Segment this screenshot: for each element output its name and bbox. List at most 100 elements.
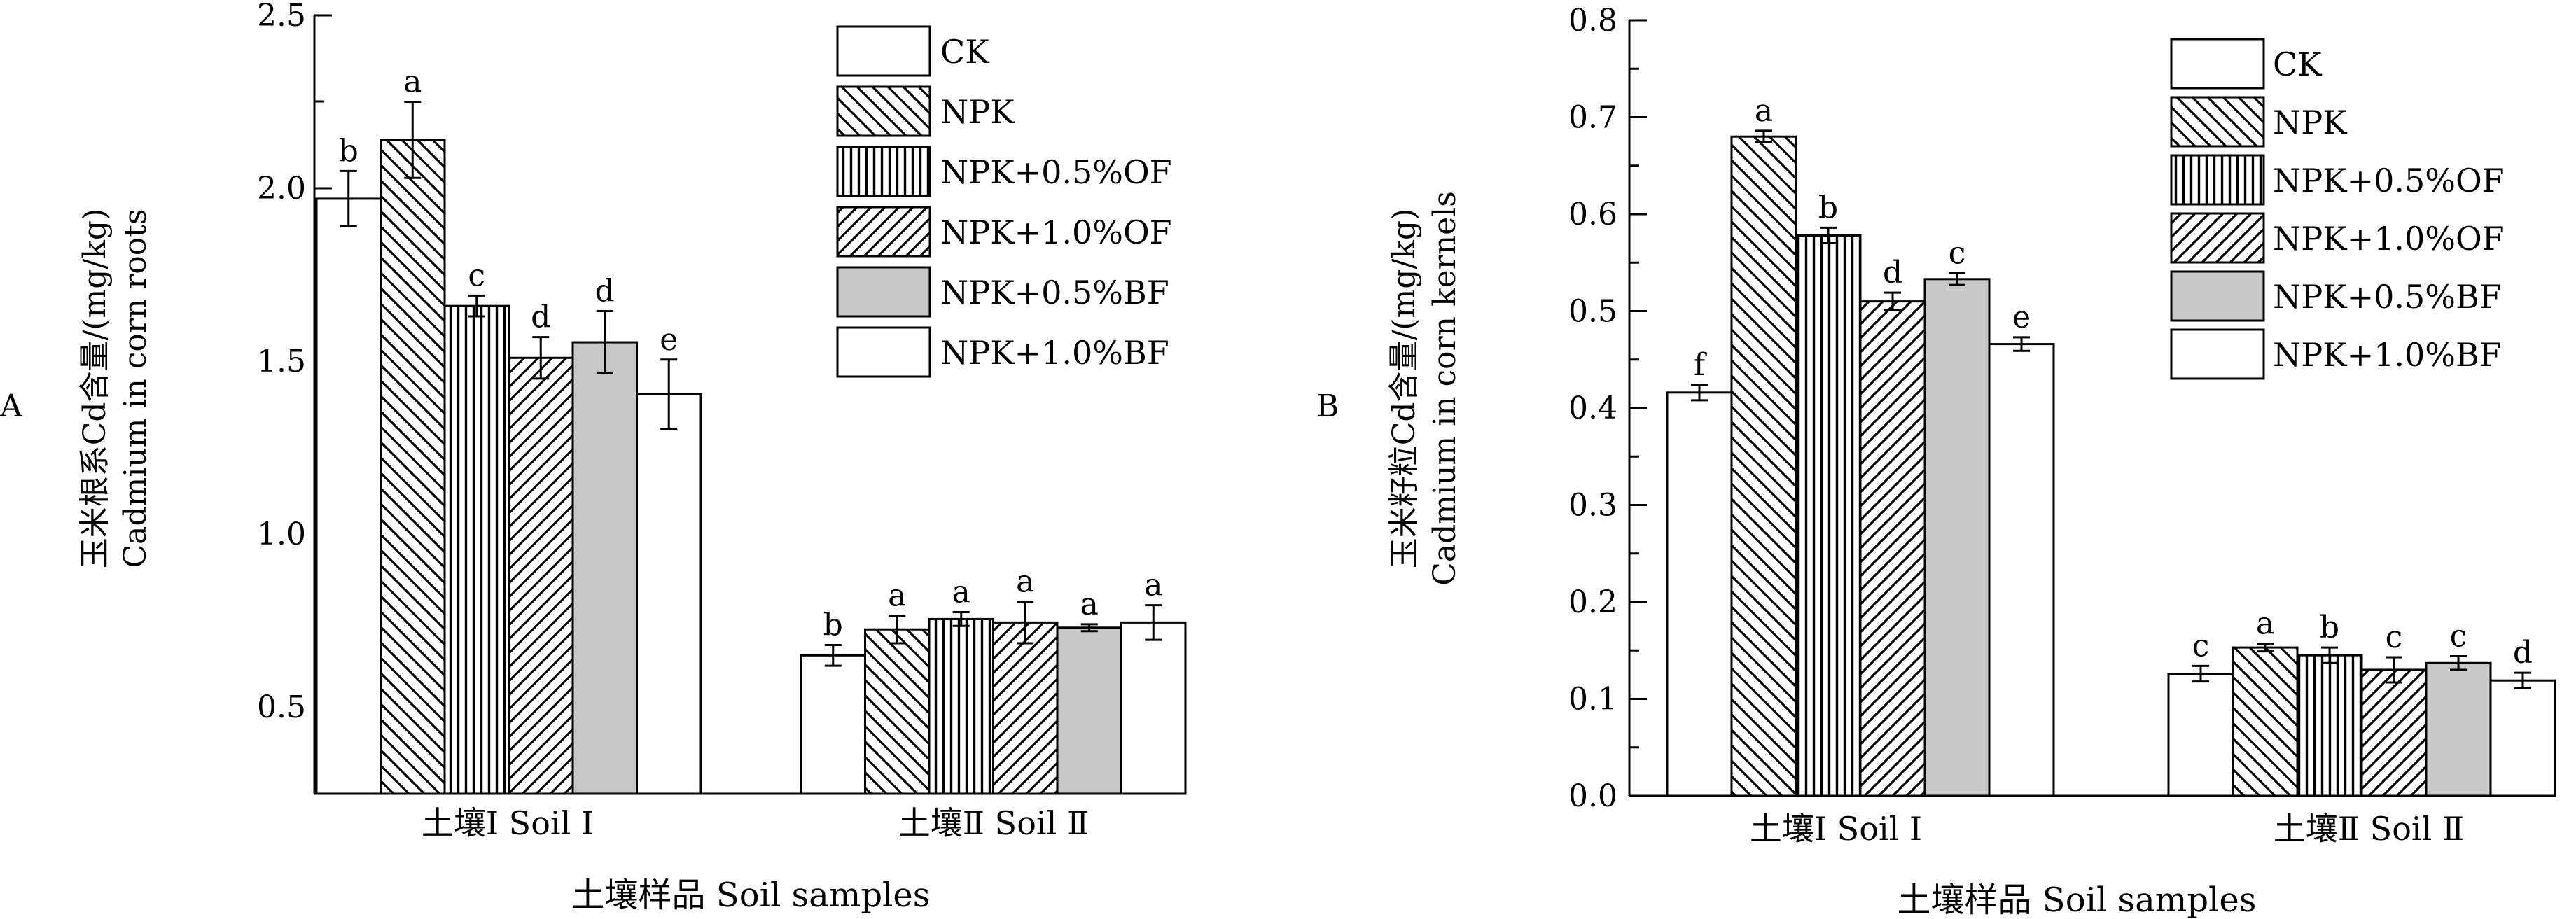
- legend-label: NPK+0.5%OF: [2273, 162, 2505, 199]
- y-tick-label: 2.5: [257, 0, 306, 34]
- legend-item: CK: [2170, 38, 2323, 90]
- significance-letter: a: [1016, 564, 1034, 600]
- bar: [1730, 135, 1797, 797]
- legend-item: NPK+0.5%OF: [836, 146, 1172, 197]
- panel-a-legend: CK NPK NPK+0.5%OF NPK+1.0%OF NPK+0.5%BF …: [836, 25, 1172, 378]
- significance-letter: a: [1080, 587, 1099, 622]
- legend-swatch: [836, 326, 931, 378]
- legend-label: NPK+1.0%OF: [2273, 220, 2505, 258]
- significance-letter: e: [660, 322, 678, 358]
- error-bar: [1017, 601, 1034, 645]
- legend-swatch: [2170, 38, 2265, 90]
- significance-letter: a: [1144, 568, 1162, 603]
- significance-letter: a: [888, 577, 906, 613]
- x-tick-label: 土壤Ⅰ Soil Ⅰ: [422, 804, 594, 842]
- bar: [1923, 278, 1991, 797]
- legend-swatch: [836, 206, 931, 258]
- y-tick-label: 1.5: [257, 344, 306, 379]
- bar: [800, 654, 866, 795]
- significance-letter: c: [1949, 235, 1966, 271]
- panel-a-plot-area: 0.5 1.0 1.5 2.0 2.5 土壤Ⅰ Soil Ⅰ 土壤Ⅱ Soil: [257, 0, 1187, 842]
- bar: [1859, 300, 1926, 797]
- y-tick-label: 0.2: [1568, 584, 1617, 620]
- error-bar: [1820, 226, 1837, 245]
- panel-a-x-ticks: 土壤Ⅰ Soil Ⅰ 土壤Ⅱ Soil Ⅱ: [422, 778, 1089, 842]
- bar: [380, 139, 446, 795]
- bar: [1056, 626, 1122, 795]
- y-tick-label: 0.4: [1568, 391, 1617, 426]
- legend-label: NPK: [940, 93, 1015, 131]
- legend-label: NPK+0.5%BF: [2273, 278, 2502, 316]
- bar: [2232, 646, 2299, 797]
- significance-letter: d: [531, 300, 550, 335]
- error-bar: [404, 101, 422, 179]
- significance-letter: d: [2513, 635, 2533, 671]
- legend-label: CK: [940, 33, 990, 71]
- legend-item: NPK+1.0%OF: [2170, 212, 2505, 264]
- error-bar: [1145, 604, 1162, 641]
- legend-swatch: [2170, 212, 2265, 264]
- error-bar: [1755, 129, 1772, 144]
- legend-item: NPK: [836, 85, 1015, 137]
- y-tick-label: 0.0: [1568, 778, 1617, 814]
- error-bar: [596, 310, 613, 375]
- legend-item: NPK+1.0%BF: [2170, 328, 2502, 380]
- legend-swatch: [836, 85, 931, 137]
- bar: [2489, 679, 2556, 797]
- significance-letter: b: [339, 133, 358, 169]
- bar: [508, 356, 574, 795]
- panel-a: A 玉米根系Cd含量/(mg/kg) Cadmium in corn roots…: [0, 0, 1187, 915]
- error-bar: [2450, 655, 2467, 671]
- legend-swatch: [2170, 270, 2265, 322]
- significance-letter: a: [952, 575, 970, 610]
- x-tick-label: 土壤Ⅱ Soil Ⅱ: [898, 804, 1089, 842]
- bar: [1666, 391, 1733, 797]
- legend-item: NPK+0.5%BF: [2170, 270, 2502, 322]
- error-bar: [2257, 643, 2274, 653]
- legend-swatch: [836, 146, 931, 197]
- y-tick-label: 0.1: [1568, 682, 1617, 717]
- panel-a-ylabel-en: Cadmium in corn roots: [118, 209, 153, 568]
- panel-b-label: B: [1316, 388, 1339, 424]
- legend-item: NPK+1.0%OF: [836, 206, 1172, 258]
- panel-b-bars: f a b d c e c a b c c d: [1666, 93, 2556, 797]
- panel-b-xlabel: 土壤样品 Soil samples: [1898, 881, 2257, 919]
- legend-swatch: [836, 25, 931, 77]
- error-bar: [660, 358, 678, 430]
- bar: [2167, 672, 2234, 797]
- legend-swatch: [2170, 328, 2265, 380]
- bar: [1988, 343, 2055, 797]
- significance-letter: d: [595, 274, 615, 309]
- error-bar: [1691, 384, 1708, 402]
- bar: [2296, 654, 2363, 797]
- error-bar: [1884, 291, 1901, 311]
- panel-b-ylabel-cn: 玉米籽粒Cd含量/(mg/kg): [1386, 209, 1422, 569]
- panel-a-bars: b a c d d e b a a a a a: [315, 64, 1187, 795]
- legend-label: CK: [2273, 45, 2323, 83]
- significance-letter: e: [2012, 300, 2031, 335]
- panel-a-xlabel: 土壤样品 Soil samples: [571, 876, 931, 915]
- bar: [1795, 234, 1862, 797]
- bar: [571, 341, 638, 795]
- legend-swatch: [836, 266, 931, 318]
- y-tick-label: 0.5: [257, 689, 306, 725]
- error-bar: [1080, 623, 1098, 633]
- significance-letter: c: [2192, 628, 2210, 664]
- bar: [315, 197, 382, 795]
- bar: [2360, 668, 2428, 797]
- significance-letter: b: [1818, 190, 1838, 225]
- error-bar: [2013, 336, 2030, 352]
- bar: [864, 628, 931, 795]
- significance-letter: b: [823, 607, 843, 643]
- bar: [928, 617, 994, 795]
- error-bar: [2321, 646, 2338, 664]
- legend-item: NPK+0.5%OF: [2170, 154, 2505, 206]
- panel-b-x-ticks: 土壤Ⅰ Soil Ⅰ 土壤Ⅱ Soil Ⅱ: [1750, 780, 2464, 848]
- significance-letter: a: [1755, 93, 1773, 129]
- error-bar: [532, 336, 550, 380]
- error-bar: [889, 614, 906, 645]
- x-tick-label: 土壤Ⅰ Soil Ⅰ: [1750, 810, 1922, 848]
- significance-letter: d: [1883, 255, 1902, 290]
- error-bar: [2192, 664, 2209, 683]
